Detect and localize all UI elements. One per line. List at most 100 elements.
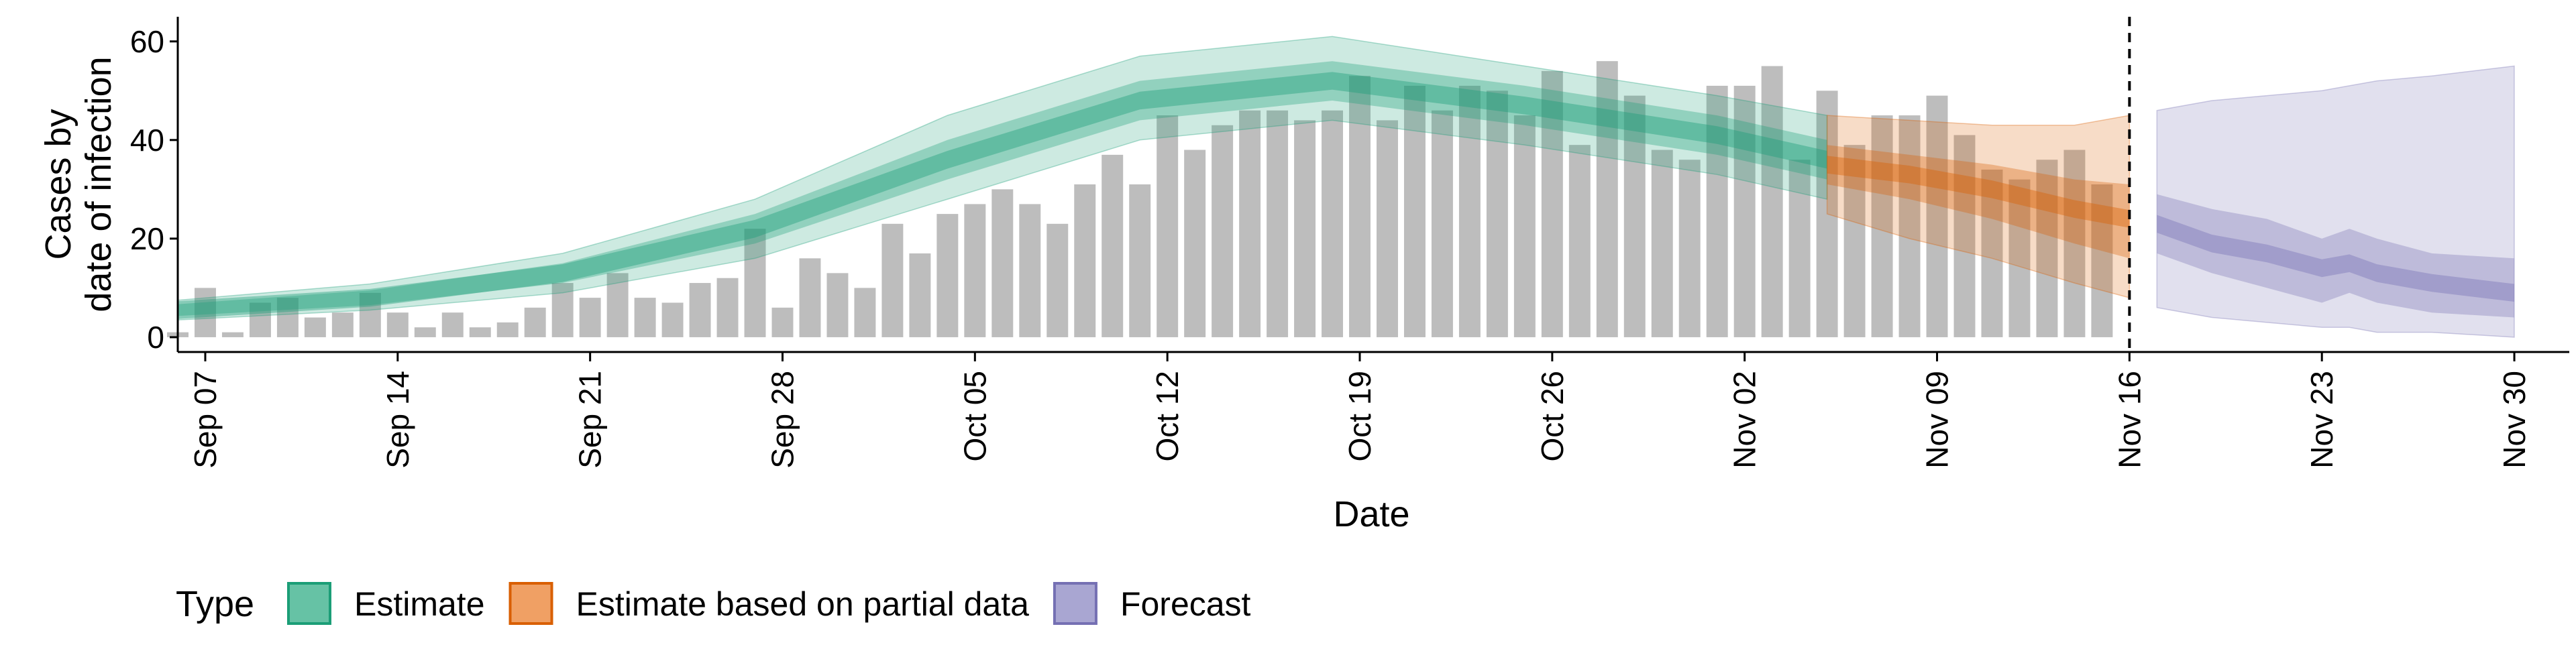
case-bar [1926, 95, 1948, 337]
x-tick-label: Nov 16 [2112, 371, 2147, 469]
case-bar [2091, 184, 2113, 337]
case-bar [1046, 223, 1069, 337]
legend-label: Estimate based on partial data [576, 585, 1030, 623]
legend-item-estimate: Estimate [287, 582, 485, 625]
median-band [1827, 156, 2130, 228]
case-bar [936, 214, 959, 337]
x-tick-label: Sep 14 [380, 371, 415, 469]
case-bar [2063, 150, 2086, 337]
case-bar [1513, 115, 1536, 337]
legend: Type Estimate Estimate based on partial da… [176, 582, 1251, 625]
x-tick-label: Sep 28 [765, 371, 800, 469]
case-bar [854, 288, 876, 337]
case-bar [991, 189, 1014, 337]
median-band [178, 72, 1827, 319]
bars-layer [167, 61, 2113, 337]
case-bar [524, 307, 546, 337]
case-bar [1377, 120, 1398, 337]
case-bar [1816, 91, 1838, 337]
case-bar [276, 298, 299, 337]
legend-title: Type [176, 584, 254, 624]
legend-swatch [508, 582, 553, 625]
case-bar [1019, 204, 1041, 337]
y-axis-title-line: Cases by [38, 109, 78, 259]
x-tick-label: Sep 21 [573, 371, 608, 469]
y-axis-title-line: date of infection [78, 56, 119, 312]
case-bar [716, 278, 739, 337]
case-bar [386, 312, 409, 337]
case-bar [2036, 160, 2058, 337]
case-bar [1403, 85, 1426, 337]
case-bar [1596, 61, 1618, 337]
case-bar [1953, 135, 1976, 337]
case-bar [441, 312, 464, 337]
case-bar [221, 332, 244, 337]
case-bar [469, 327, 491, 337]
x-tick-label: Oct 12 [1150, 371, 1185, 462]
case-bar [771, 307, 794, 337]
case-bar [964, 204, 986, 337]
case-bar [1184, 150, 1206, 337]
case-bar [1322, 110, 1344, 337]
case-bar [1157, 115, 1179, 337]
y-axis-title: Cases bydate of infection [38, 56, 119, 312]
x-tick-label: Nov 23 [2304, 371, 2339, 469]
case-bar [1568, 145, 1591, 337]
case-bar [1981, 169, 2003, 337]
series-estimate [177, 36, 1828, 320]
inner-ribbon [1827, 145, 2130, 259]
series-forecast [2156, 65, 2515, 338]
case-bar [1788, 160, 1811, 337]
y-tick-label: 20 [130, 221, 164, 256]
case-bar [1102, 154, 1124, 337]
x-tick-label: Sep 07 [188, 371, 223, 469]
case-bar [1733, 85, 1756, 337]
case-bar [799, 258, 821, 337]
x-tick-label: Oct 26 [1535, 371, 1570, 462]
x-tick-label: Oct 05 [957, 371, 992, 462]
legend-swatch [287, 582, 331, 625]
legend-item-estimate-based-on-partial-data: Estimate based on partial data [508, 582, 1030, 625]
case-bar [1349, 76, 1371, 337]
case-bar [331, 312, 354, 337]
case-bar [1706, 85, 1728, 337]
case-bar [689, 283, 711, 337]
case-bar [249, 302, 271, 337]
case-bar [909, 253, 931, 337]
case-bar [414, 327, 436, 337]
legend-label: Forecast [1120, 585, 1251, 623]
case-bar [1431, 110, 1453, 337]
case-bar [1212, 125, 1234, 337]
case-bar [661, 302, 684, 337]
legend-item-forecast: Forecast [1053, 582, 1251, 625]
case-bar [551, 283, 574, 337]
case-bar [634, 298, 656, 337]
outer-ribbon [177, 36, 1828, 320]
outer-ribbon [2156, 65, 2515, 338]
y-tick-label: 60 [130, 24, 164, 59]
inner-ribbon [2157, 194, 2514, 318]
case-bar [1623, 95, 1646, 337]
legend-label: Estimate [354, 585, 485, 623]
case-bar [1129, 184, 1151, 337]
case-bar [1678, 160, 1701, 337]
case-bar [1267, 110, 1289, 337]
x-tick-label: Nov 30 [2497, 371, 2532, 469]
y-tick-label: 40 [130, 123, 164, 158]
case-bar [304, 317, 326, 337]
legend-swatch [1053, 582, 1097, 625]
case-bar [1074, 184, 1096, 337]
case-bar [744, 229, 766, 337]
case-bar [1486, 91, 1508, 337]
x-tick-label: Nov 09 [1920, 371, 1955, 469]
case-bar [1871, 115, 1893, 337]
case-bar [1761, 66, 1783, 337]
case-bar [579, 298, 601, 337]
series-estimate-based-on-partial-data [1826, 115, 2131, 299]
x-tick-label: Oct 19 [1342, 371, 1377, 462]
case-bar [1239, 110, 1261, 337]
case-bar [1898, 115, 1921, 337]
case-bar [606, 273, 629, 337]
x-axis-title: Date [1333, 494, 1409, 534]
